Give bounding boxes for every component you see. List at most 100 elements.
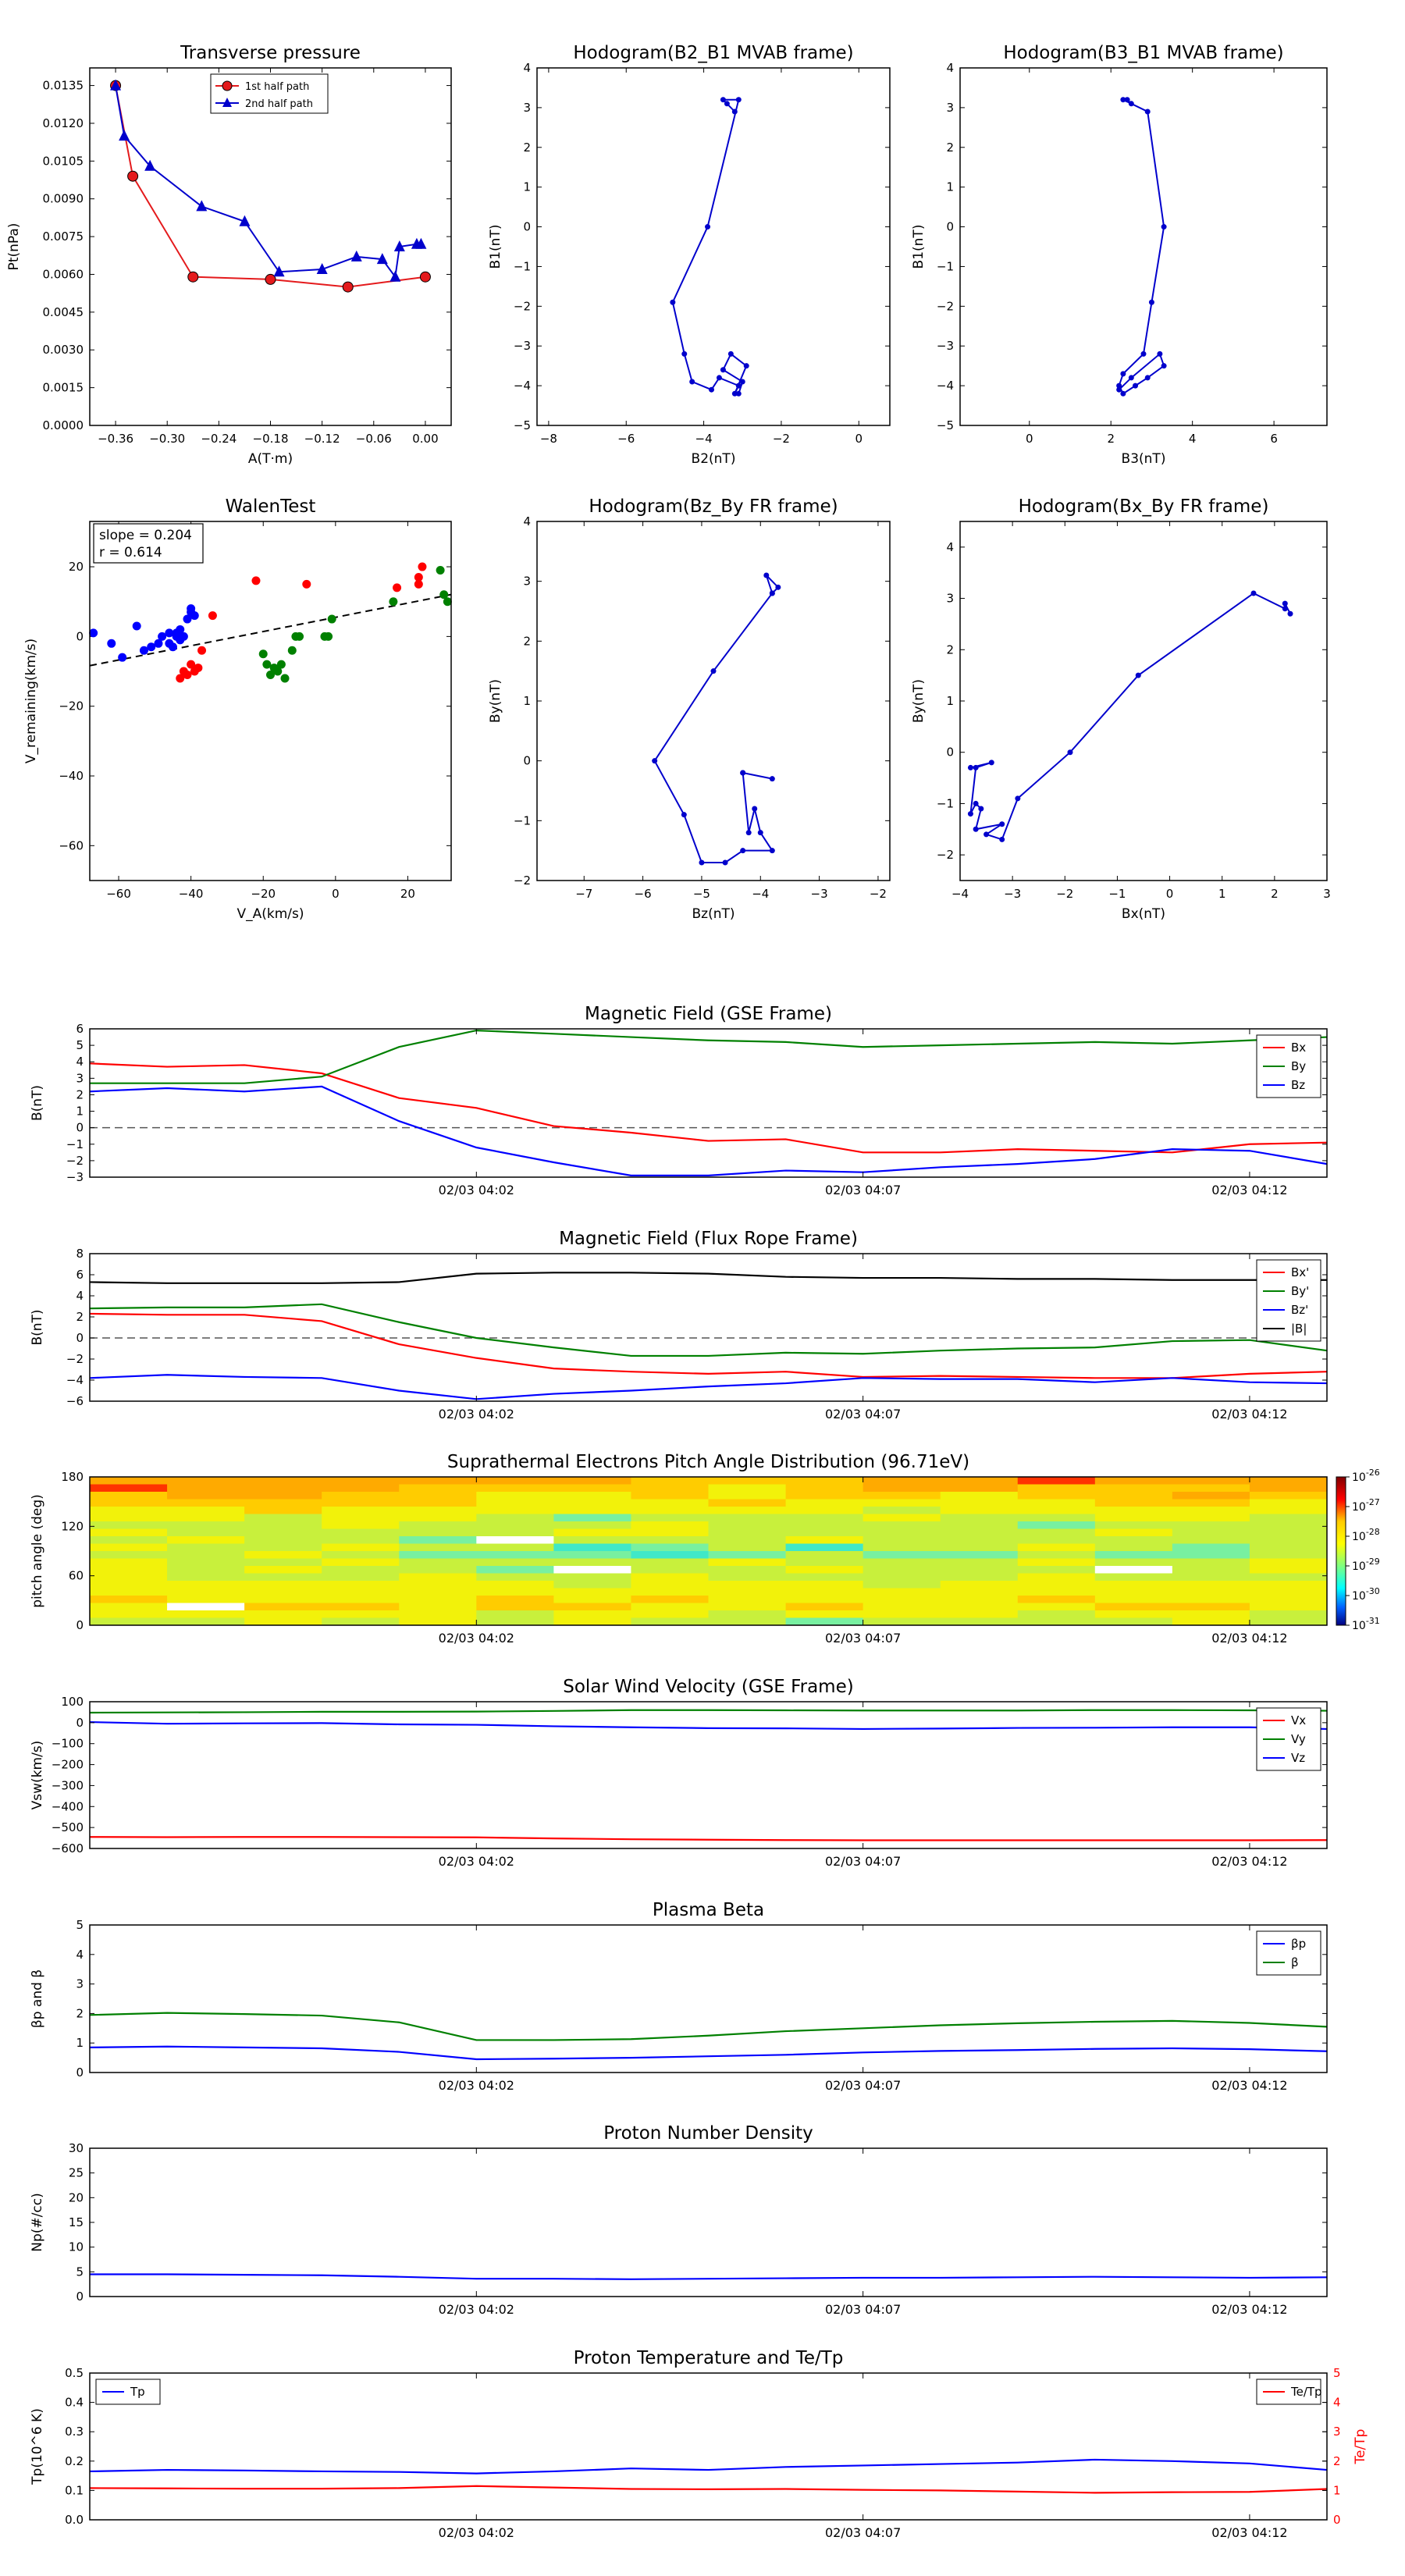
y-tick-label: 0.0135 [43, 79, 84, 93]
panel-pad: 10-26 10-27 10-28 10-29 10-30 10-31 0 60 120 180 S… [30, 1452, 1380, 1646]
point-green [295, 632, 304, 641]
point-2nd-half-path [415, 237, 427, 249]
legend-label: Bz [1291, 1078, 1305, 1092]
series-line-vx [89, 1836, 1328, 1841]
right-tick-label: 2 [1333, 2454, 1341, 2468]
heatmap-cell [1017, 1596, 1096, 1603]
heatmap-cell [863, 1528, 941, 1537]
heatmap-cell [708, 1558, 787, 1567]
point-2nd-half-path [239, 215, 251, 226]
heatmap-cell [553, 1543, 631, 1552]
heatmap-cell [1094, 1566, 1173, 1574]
heatmap-cell [244, 1603, 322, 1611]
y-tick-label: 0 [946, 745, 954, 760]
y-axis-label: B1(nT) [488, 225, 503, 269]
heatmap-cell [1094, 1558, 1173, 1567]
time-tick-label: 02/03 04:07 [825, 1631, 901, 1646]
heatmap-cell [1094, 1573, 1173, 1582]
heatmap-cell [167, 1573, 245, 1582]
heatmap-cell [167, 1596, 245, 1603]
heatmap-cell [322, 1484, 400, 1493]
heatmap-cell [708, 1492, 787, 1500]
y-tick-label: 20 [69, 2190, 84, 2204]
time-tick-label: 02/03 04:07 [825, 1854, 901, 1869]
heatmap-cell [785, 1551, 864, 1559]
point-red [194, 664, 203, 673]
series-line-2nd-half-path [115, 85, 422, 279]
point-red [251, 576, 261, 585]
chart-title: Hodogram(Bx_By FR frame) [1019, 496, 1269, 517]
y-tick-label: 0.4 [65, 2396, 84, 2410]
y-tick-label: 2 [76, 2006, 84, 2020]
x-tick-label: 2 [1107, 432, 1115, 446]
point-green [436, 566, 445, 575]
hodogram-point [752, 806, 758, 812]
annotation-text: slope = 0.204 [99, 528, 192, 543]
heatmap-cell [1094, 1596, 1173, 1603]
chart-title: WalenTest [226, 496, 316, 517]
heatmap-cell [785, 1499, 864, 1507]
legend-box [1256, 1930, 1321, 1976]
chart-title: Hodogram(B3_B1 MVAB frame) [1003, 43, 1283, 63]
heatmap-cell [1172, 1514, 1250, 1522]
y-tick-label: 0 [76, 1121, 84, 1135]
heatmap-cell [1172, 1588, 1250, 1596]
y-tick-label: −100 [52, 1737, 84, 1751]
heatmap-cell [1172, 1566, 1250, 1574]
heatmap-cell [399, 1573, 477, 1582]
time-tick-label: 02/03 04:07 [825, 1407, 901, 1421]
series-line-1st-half-path [115, 85, 426, 288]
y-tick-label: 0.5 [65, 2366, 84, 2380]
heatmap-cell [1172, 1499, 1250, 1507]
heatmap-cell [940, 1596, 1019, 1603]
heatmap-cell [244, 1617, 322, 1626]
point-green [443, 597, 452, 607]
heatmap-cell [1017, 1536, 1096, 1544]
x-tick-label: −2 [773, 432, 790, 446]
hodogram-point [1133, 382, 1139, 389]
x-tick-label: −40 [179, 887, 204, 901]
heatmap-cell [399, 1477, 477, 1485]
point-2nd-half-path [119, 130, 130, 141]
colorbar-tick-label: 10-30 [1352, 1586, 1380, 1603]
heatmap-cell [1017, 1521, 1096, 1529]
heatmap-cell [399, 1492, 477, 1500]
heatmap-cell [167, 1536, 245, 1544]
y-tick-label: −1 [514, 259, 531, 273]
point-green [280, 674, 290, 683]
hodogram-point [1116, 386, 1122, 393]
heatmap-cell [167, 1617, 245, 1626]
heatmap-cell [785, 1521, 864, 1529]
chart-title: Hodogram(Bz_By FR frame) [589, 496, 838, 517]
heatmap-cell [1172, 1484, 1250, 1493]
heatmap-cell [244, 1492, 322, 1500]
plot-frame [536, 521, 891, 881]
heatmap-cell [399, 1581, 477, 1589]
heatmap-cell [785, 1581, 864, 1589]
hodogram-point [973, 764, 979, 770]
heatmap-cell [399, 1521, 477, 1529]
heatmap-cell [244, 1507, 322, 1514]
hodogram-point [720, 97, 726, 103]
series-line-bz [89, 1374, 1328, 1400]
heatmap-cell [1249, 1573, 1328, 1582]
y-tick-label: 2 [76, 1310, 84, 1324]
x-tick-label: −6 [635, 887, 652, 901]
heatmap-cell [1094, 1507, 1173, 1514]
right-tick-label: 5 [1333, 2366, 1341, 2380]
heatmap-cell [476, 1492, 554, 1500]
legend-label: β [1291, 1955, 1299, 1969]
y-tick-label: 1 [523, 694, 531, 708]
heatmap-cell [631, 1610, 709, 1618]
y-tick-label: 0.3 [65, 2425, 84, 2439]
heatmap-cell [476, 1499, 554, 1507]
heatmap-cell [1094, 1528, 1173, 1537]
hodogram-point [775, 584, 781, 590]
plot-frame [959, 521, 1328, 881]
chart-title: Solar Wind Velocity (GSE Frame) [563, 1677, 853, 1697]
heatmap-cell [167, 1499, 245, 1507]
y-tick-label: 4 [946, 61, 954, 75]
heatmap-cell [90, 1617, 168, 1626]
colorbar-tick-label: 10-31 [1352, 1616, 1380, 1632]
y-tick-label: −1 [937, 259, 954, 273]
